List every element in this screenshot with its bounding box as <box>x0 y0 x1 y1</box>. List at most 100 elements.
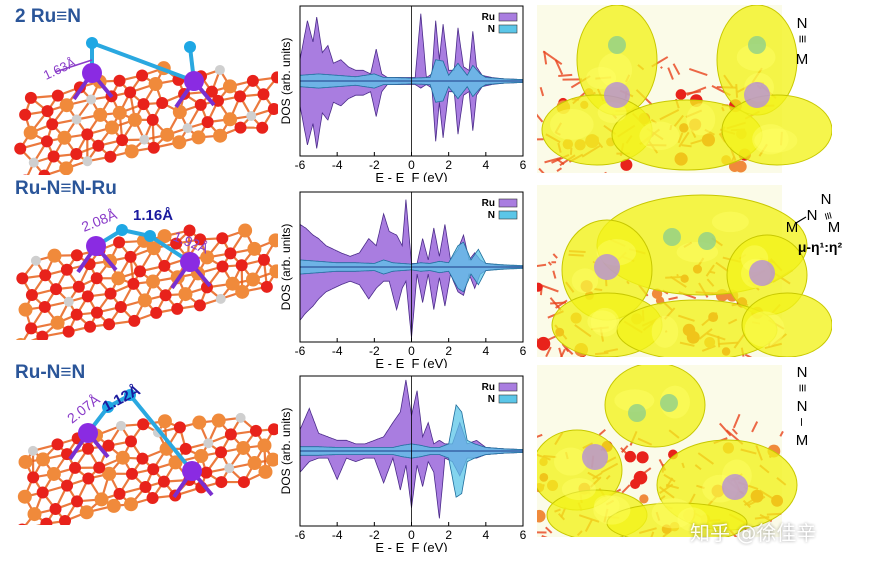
ruthenium-atom <box>78 423 98 443</box>
x-tick-label: 0 <box>408 528 415 542</box>
structure-model-2 <box>15 223 278 340</box>
bonding-motif-2: N ≡ N M M μ-η¹:η² <box>782 190 862 280</box>
x-tick-label: -2 <box>369 344 380 358</box>
ruthenium-atom <box>86 236 106 256</box>
x-tick-label: -4 <box>332 158 343 172</box>
motif-atom: N <box>797 364 808 381</box>
motif-bond: – <box>795 418 811 426</box>
nitrogen-atom <box>748 36 766 54</box>
x-axis-label: E - E_F (eV) <box>375 540 447 552</box>
motif-bond: ≡ <box>795 35 811 43</box>
motif-atom: N <box>797 15 808 32</box>
motif-hapticity-label: μ-η¹:η² <box>798 239 843 255</box>
row-title-2: Ru-N≡N-Ru <box>15 178 117 199</box>
isosurface-lobe <box>606 502 748 537</box>
legend-swatch <box>498 12 518 22</box>
motif-atom: N <box>807 207 818 224</box>
isosurface-lobe <box>741 292 832 357</box>
ruthenium-atom <box>749 260 775 286</box>
x-tick-label: 2 <box>445 528 452 542</box>
charge-density-isosurface-3 <box>537 365 798 537</box>
legend-swatch <box>498 382 518 392</box>
row-title-1: 2 Ru≡N <box>15 6 81 27</box>
motif-bond: ≡ <box>820 210 836 221</box>
nitrogen-atom <box>628 404 646 422</box>
ruthenium-atom <box>744 82 770 108</box>
legend-label: N <box>488 24 495 35</box>
motif-atom: M <box>828 219 841 236</box>
dos-area-n-spin-up <box>299 59 524 82</box>
nitrogen-atom <box>124 389 136 401</box>
motif-atom: N <box>821 191 832 208</box>
x-axis-label: E - E_F (eV) <box>375 170 447 182</box>
legend-label: Ru <box>482 12 495 23</box>
y-axis-label: DOS (arb. units) <box>280 224 293 311</box>
bond-labels: 1.63Å 2.08Å 1.16Å 1.92Å 2.07Å 1.12Å <box>41 55 212 427</box>
nitrogen-atom <box>86 37 98 49</box>
ruthenium-atom <box>184 71 204 91</box>
bond-length-label: 2.08Å <box>79 206 120 235</box>
charge-density-isosurface-1 <box>537 5 832 173</box>
dos-chart-3: -6 -4 -2 0 2 4 6 E - E_F (eV) DOS (arb. units) Ru… <box>280 375 527 552</box>
nitrogen-atom <box>608 36 626 54</box>
structure-model-3 <box>17 389 278 525</box>
nitrogen-atom <box>663 228 681 246</box>
ruthenium-atom <box>594 254 620 280</box>
x-tick-label: -2 <box>369 158 380 172</box>
nitrogen-atom <box>660 394 678 412</box>
isosurface-lobe <box>721 94 832 166</box>
x-tick-label: 6 <box>520 344 527 358</box>
x-axis-label: E - E_F (eV) <box>375 356 447 368</box>
x-tick-label: 2 <box>445 344 452 358</box>
bonding-motif-3: N ≡ N – M <box>782 363 862 453</box>
nitrogen-atom <box>116 224 128 236</box>
dos-area-n-spin-down <box>299 266 524 293</box>
bond-line <box>54 59 93 73</box>
nitrogen-atom <box>144 230 156 242</box>
motif-atom: N <box>797 398 808 415</box>
isosurface-lobe <box>604 365 706 448</box>
legend-label: Ru <box>482 198 495 209</box>
dos-area-n-spin-down <box>299 450 524 498</box>
x-tick-label: 4 <box>482 528 489 542</box>
y-axis-label: DOS (arb. units) <box>280 408 293 495</box>
x-tick-label: 4 <box>482 158 489 172</box>
x-tick-label: 0 <box>408 158 415 172</box>
row-title-3: Ru-N≡N <box>15 362 86 383</box>
bond-length-label: 1.92Å <box>171 228 212 257</box>
motif-atom: M <box>796 51 809 68</box>
bonding-motif-1: N ≡ M <box>782 10 862 100</box>
x-tick-label: 2 <box>445 158 452 172</box>
dos-chart-2: -6 -4 -2 0 2 4 6 E - E_F (eV) DOS (arb. units) Ru… <box>280 191 527 368</box>
x-tick-label: 6 <box>520 158 527 172</box>
x-tick-label: -6 <box>295 344 306 358</box>
nitrogen-atom <box>102 401 114 413</box>
watermark: 知乎 @徐佳辛 <box>690 521 817 545</box>
dos-area-n-spin-down <box>299 80 524 103</box>
x-tick-label: -4 <box>332 344 343 358</box>
ruthenium-atom <box>604 82 630 108</box>
x-tick-label: 6 <box>520 528 527 542</box>
x-tick-label: -4 <box>332 528 343 542</box>
ruthenium-atom <box>582 444 608 470</box>
ruthenium-atom <box>180 252 200 272</box>
x-tick-label: -2 <box>369 528 380 542</box>
bond-length-label: 1.63Å <box>41 55 78 83</box>
motif-atom: M <box>796 432 809 449</box>
bond-length-label: 1.16Å <box>133 207 173 224</box>
motif-atom: M <box>786 219 799 236</box>
legend-swatch <box>498 210 518 220</box>
legend-label: N <box>488 394 495 405</box>
x-tick-label: 4 <box>482 344 489 358</box>
legend-label: Ru <box>482 382 495 393</box>
nitrogen-atom <box>184 41 196 53</box>
motif-bond: ≡ <box>795 384 811 392</box>
x-tick-label: -6 <box>295 158 306 172</box>
dos-area-n-spin-up <box>299 403 524 452</box>
ruthenium-atom <box>82 63 102 83</box>
ruthenium-atom <box>182 461 202 481</box>
x-tick-label: 0 <box>408 344 415 358</box>
dos-area-n-spin-up <box>299 241 524 268</box>
legend-label: N <box>488 210 495 221</box>
bond-length-label: 1.12Å <box>100 382 143 416</box>
